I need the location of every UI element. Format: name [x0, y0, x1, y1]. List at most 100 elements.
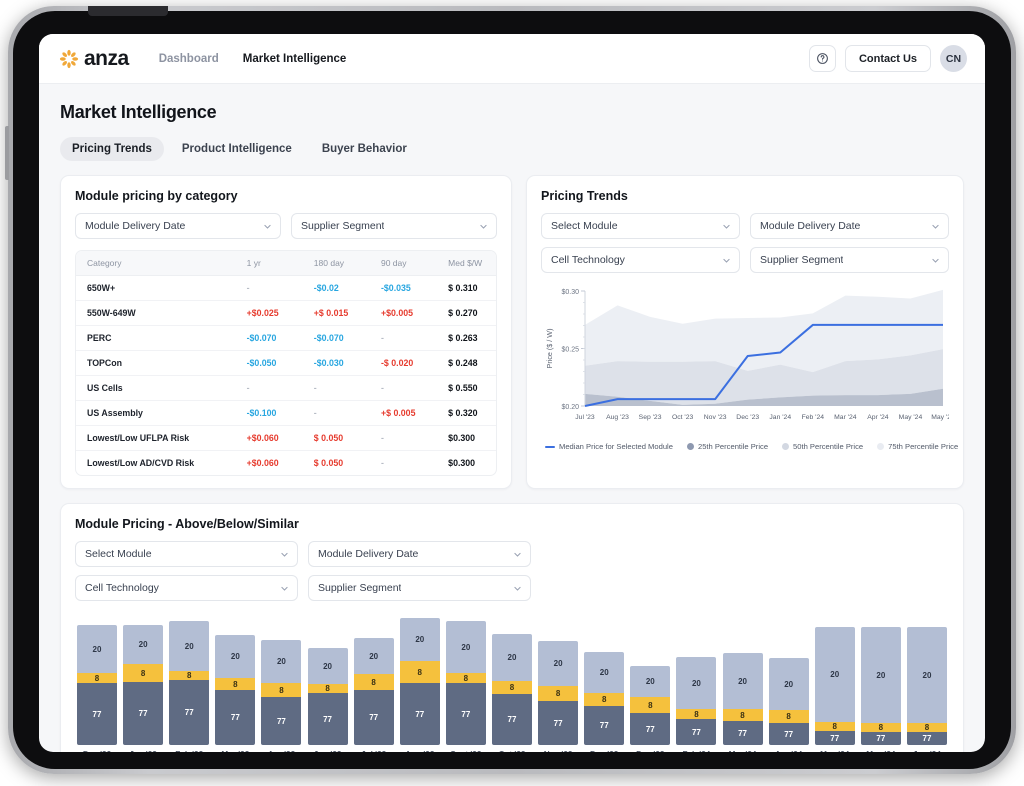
help-button[interactable] [808, 45, 836, 72]
cell-category: US Cells [76, 375, 236, 401]
stacked-bar[interactable]: 20 8 77 [860, 627, 901, 745]
bar-column[interactable]: 20 8 77 [261, 640, 302, 745]
contact-us-button[interactable]: Contact Us [844, 45, 931, 72]
cell-180day: +$ 0.015 [302, 300, 370, 326]
legend-dot-marker [782, 443, 790, 450]
bar-segment-value: 20 [276, 657, 286, 666]
filter-cell-technology[interactable]: Cell Technology [75, 575, 298, 601]
bar-column[interactable]: 20 8 77 [814, 627, 855, 745]
bar-column[interactable]: 20 8 77 [123, 625, 164, 745]
bar-segment-value: 77 [369, 713, 379, 722]
stacked-bar[interactable]: 20 8 77 [399, 618, 440, 745]
bar-column[interactable]: 20 8 77 [77, 625, 117, 745]
bar-x-label: Nov '23 [538, 750, 578, 752]
svg-text:Apr '24: Apr '24 [867, 414, 889, 421]
filter-supplier-segment[interactable]: Supplier Segment [291, 213, 497, 239]
bar-segment-below: 77 [169, 680, 210, 745]
bar-column[interactable]: 20 8 77 [215, 635, 256, 745]
stacked-bar[interactable]: 20 8 77 [307, 648, 348, 745]
filter-select-module[interactable]: Select Module [75, 541, 298, 567]
stacked-bar[interactable]: 20 8 77 [538, 641, 579, 745]
nav-link-market-intelligence[interactable]: Market Intelligence [242, 52, 347, 65]
table-row[interactable]: 650W+ - -$0.02 -$0.035 $ 0.310 [76, 275, 496, 301]
stacked-bar[interactable]: 20 8 77 [814, 627, 855, 745]
bar-x-label: Mar '24 [723, 750, 763, 752]
stacked-bar[interactable]: 20 8 77 [77, 625, 117, 745]
top-navigation-bar: anza Dashboard Market Intelligence Conta… [39, 34, 985, 84]
table-row[interactable]: PERC -$0.070 -$0.070- $ 0.263 [76, 325, 496, 351]
bar-segment-similar: 8 [445, 673, 486, 683]
bar-column[interactable]: 20 8 77 [169, 621, 210, 745]
filter-module-delivery-date[interactable]: Module Delivery Date [75, 213, 281, 239]
bar-column[interactable]: 20 8 77 [768, 658, 809, 745]
filter-module-delivery-date[interactable]: Module Delivery Date [308, 541, 531, 567]
bar-column[interactable]: 20 8 77 [860, 627, 901, 745]
module-pricing-card-title: Module pricing by category [75, 189, 238, 203]
bar-segment-above: 20 [123, 625, 164, 664]
cell-med-per-w: $ 0.320 [437, 400, 496, 426]
filter-supplier-segment[interactable]: Supplier Segment [750, 247, 949, 273]
filter-select-module[interactable]: Select Module [541, 213, 740, 239]
stacked-bar[interactable]: 20 8 77 [491, 634, 532, 745]
pricing-trends-line-chart: $0.20 $0.25 $0.30 Jul '23 Aug '23 Sep '23 Oct … [541, 285, 955, 435]
stacked-bar[interactable]: 20 8 77 [630, 666, 671, 745]
svg-text:Dec '23: Dec '23 [736, 414, 759, 421]
bar-segment-value: 77 [553, 718, 563, 728]
bar-column[interactable]: 20 8 77 [584, 652, 625, 745]
bar-column[interactable]: 20 8 77 [353, 638, 394, 745]
brand-logo[interactable]: anza [59, 48, 129, 69]
bar-segment-value: 20 [553, 659, 563, 668]
legend-75th-percentile[interactable]: 75th Percentile Price [877, 442, 958, 451]
stacked-bar[interactable]: 20 8 77 [215, 635, 256, 745]
table-row[interactable]: US Cells - - - $ 0.550 [76, 375, 496, 401]
stacked-bar[interactable]: 20 8 77 [768, 658, 809, 745]
bar-column[interactable]: 20 8 77 [307, 648, 348, 745]
bar-segment-value: 8 [924, 723, 930, 732]
table-row[interactable]: Lowest/Low UFLPA Risk +$0.060 $ 0.050- $0.3… [76, 425, 496, 451]
table-row[interactable]: 550W-649W +$0.025 +$ 0.015 +$0.005 $ 0.270 [76, 300, 496, 326]
brand-name: anza [84, 47, 129, 70]
stacked-bar[interactable]: 20 8 77 [906, 627, 947, 745]
bar-segment-value: 8 [417, 667, 422, 677]
tab-product-intelligence[interactable]: Product Intelligence [181, 143, 292, 155]
table-row[interactable]: US Assembly -$0.100- +$ 0.005 $ 0.320 [76, 400, 496, 426]
bar-column[interactable]: 20 8 77 [906, 627, 947, 745]
bar-column[interactable]: 20 8 77 [676, 657, 717, 745]
bar-segment-value: 20 [323, 661, 332, 671]
tab-buyer-behavior[interactable]: Buyer Behavior [321, 143, 407, 155]
table-row[interactable]: Lowest/Low AD/CVD Risk +$0.060 $ 0.050 - $0.… [76, 451, 496, 476]
svg-text:May '24: May '24 [931, 414, 949, 421]
bar-segment-similar: 8 [630, 697, 671, 713]
bar-column[interactable]: 20 8 77 [722, 653, 763, 745]
stacked-bar[interactable]: 20 8 77 [676, 657, 717, 745]
legend-25th-percentile[interactable]: 25th Percentile Price [686, 442, 768, 451]
bar-column[interactable]: 20 8 77 [538, 641, 579, 745]
tab-pricing-trends[interactable]: Pricing Trends [60, 137, 164, 161]
bar-segment-value: 20 [691, 678, 701, 688]
user-avatar[interactable]: CN [940, 45, 967, 72]
table-row[interactable]: TOPCon -$0.050 -$0.030 -$ 0.020 $ 0.248 [76, 350, 496, 376]
chevron-down-icon [264, 224, 271, 229]
legend-median-price[interactable]: Median Price for Selected Module [545, 442, 673, 451]
stacked-bar[interactable]: 20 8 77 [123, 625, 164, 745]
stacked-bar[interactable]: 20 8 77 [722, 653, 763, 745]
filter-module-delivery-date[interactable]: Module Delivery Date [750, 213, 949, 239]
stacked-bar[interactable]: 20 8 77 [169, 621, 210, 745]
stacked-bar[interactable]: 20 8 77 [445, 621, 486, 745]
bar-segment-similar: 8 [77, 673, 117, 683]
stacked-bar[interactable]: 20 8 77 [584, 652, 625, 745]
filter-cell-technology[interactable]: Cell Technology [541, 247, 740, 273]
chevron-down-icon [932, 224, 939, 229]
bar-column[interactable]: 20 8 77 [445, 621, 486, 745]
bar-column[interactable]: 20 8 77 [630, 666, 671, 745]
filter-supplier-segment[interactable]: Supplier Segment [308, 575, 531, 601]
stacked-bar[interactable]: 20 8 77 [353, 638, 394, 745]
bar-column[interactable]: 20 8 77 [491, 634, 532, 745]
nav-link-dashboard[interactable]: Dashboard [158, 52, 219, 65]
bar-segment-above: 20 [307, 648, 348, 684]
bar-column[interactable]: 20 8 77 [399, 618, 440, 745]
bar-segment-similar: 8 [215, 678, 256, 690]
stacked-bar[interactable]: 20 8 77 [261, 640, 302, 745]
chevron-down-icon [723, 258, 730, 263]
legend-50th-percentile[interactable]: 50th Percentile Price [782, 442, 863, 451]
